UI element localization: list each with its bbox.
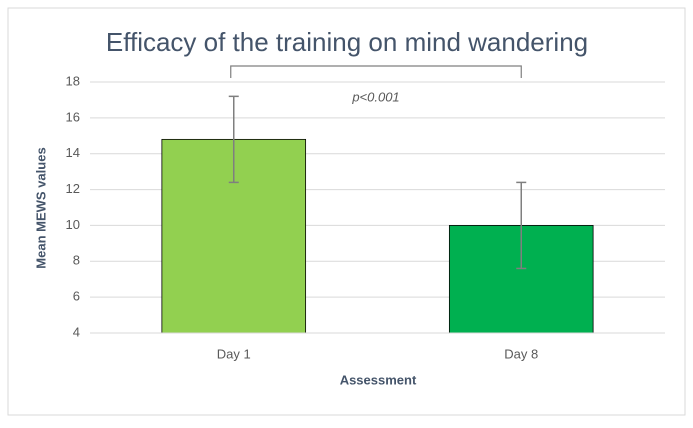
y-tick-label: 12 xyxy=(66,181,80,196)
y-tick-label: 14 xyxy=(66,145,80,160)
chart-border xyxy=(7,7,686,416)
y-tick-label: 4 xyxy=(73,324,80,339)
annotation: p<0.001 xyxy=(351,89,399,104)
y-tick-label: 6 xyxy=(73,289,80,304)
x-tick-label: Day 1 xyxy=(217,346,251,361)
y-axis-label: Mean MEWS values xyxy=(33,147,48,268)
chart-title: Efficacy of the training on mind wanderi… xyxy=(106,27,588,57)
significance-bracket xyxy=(230,65,522,78)
y-tick-label: 10 xyxy=(66,217,80,232)
y-tick-label: 16 xyxy=(66,109,80,124)
y-tick-label: 8 xyxy=(73,253,80,268)
x-tick-label: Day 8 xyxy=(504,346,538,361)
y-tick-label: 18 xyxy=(66,73,80,88)
x-axis-label: Assessment xyxy=(340,372,417,387)
